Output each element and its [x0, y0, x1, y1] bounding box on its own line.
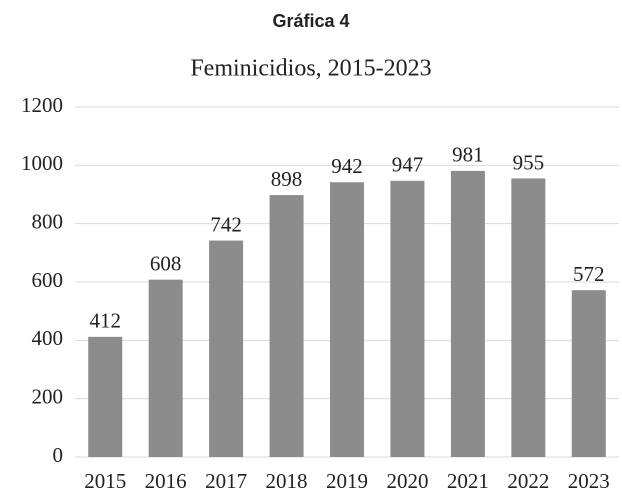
bar: [450, 170, 485, 457]
x-tick-label: 2021: [447, 469, 489, 493]
bar: [390, 180, 425, 457]
x-tick-label: 2017: [205, 469, 247, 493]
data-label: 898: [271, 167, 303, 191]
x-tick-label: 2016: [145, 469, 187, 493]
data-label: 412: [89, 309, 121, 333]
y-tick-label: 800: [32, 209, 64, 233]
bar: [269, 195, 304, 458]
data-label: 742: [210, 212, 242, 236]
bar: [88, 336, 123, 457]
bar: [330, 182, 364, 457]
y-tick-label: 600: [32, 268, 64, 292]
bar: [148, 279, 183, 457]
chart-title: Feminicidios, 2015-2023: [190, 56, 431, 82]
x-tick-label: 2023: [568, 469, 610, 493]
y-tick-label: 1200: [21, 93, 63, 117]
bar: [209, 240, 244, 457]
y-tick-label: 0: [53, 443, 64, 467]
x-tick-label: 2015: [84, 469, 126, 493]
data-label: 981: [452, 143, 484, 167]
x-tick-label: 2020: [386, 469, 428, 493]
y-tick-label: 1000: [21, 151, 63, 175]
y-tick-label: 400: [32, 326, 64, 350]
x-tick-label: 2018: [266, 469, 308, 493]
x-tick-label: 2019: [326, 469, 368, 493]
data-label: 942: [331, 154, 363, 178]
bar: [571, 290, 606, 457]
data-label: 955: [513, 150, 545, 174]
data-label: 572: [573, 262, 605, 286]
bar: [511, 178, 546, 458]
chart-heading: Gráfica 4: [272, 11, 349, 31]
x-tick-label: 2022: [507, 469, 549, 493]
data-label: 608: [150, 251, 182, 275]
data-label: 947: [392, 153, 424, 177]
y-tick-label: 200: [32, 384, 64, 408]
